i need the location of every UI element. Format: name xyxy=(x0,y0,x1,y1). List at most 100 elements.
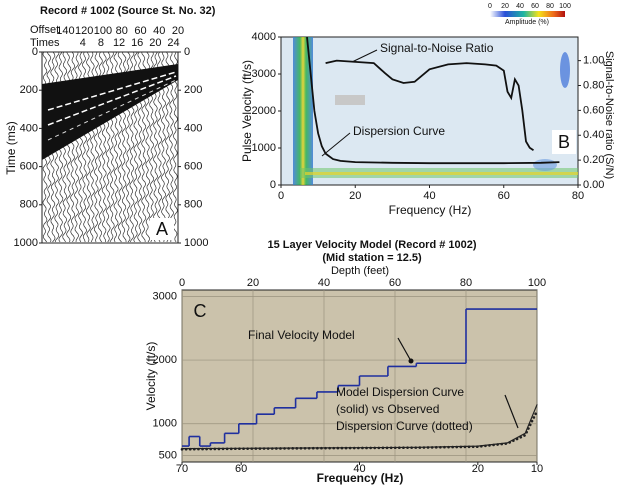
leader-line xyxy=(351,49,378,63)
y2-tick-label: 0.20 xyxy=(583,154,604,166)
x-tick-label: 80 xyxy=(116,25,128,37)
energy-streak xyxy=(293,37,313,185)
y-tick-label-right: 600 xyxy=(184,161,202,173)
x2-tick-label: 60 xyxy=(235,463,247,475)
x-axis-label: Depth (feet) xyxy=(331,265,389,277)
x-tick-label: 80 xyxy=(460,277,472,289)
x-tick-label: 20 xyxy=(172,25,184,37)
panel-label-box xyxy=(552,130,576,154)
x-tick-label: 100 xyxy=(94,25,112,37)
x2-tick-label: 10 xyxy=(531,463,543,475)
x2-axis-label: Frequency (Hz) xyxy=(317,471,404,485)
series-line xyxy=(306,36,560,165)
series-label: Signal-to-Noise Ratio xyxy=(380,41,494,55)
leader-line xyxy=(504,394,519,429)
colorbar-tick-label: 60 xyxy=(531,3,539,10)
chart-title: Record # 1002 (Source St. No. 32) xyxy=(40,5,216,17)
panel-a: Record # 1002 (Source St. No. 32)OffsetT… xyxy=(4,5,216,249)
curve-label: Dispersion Curve (dotted) xyxy=(336,419,473,433)
y-axis-label: Time (ms) xyxy=(4,121,18,175)
panel-label: A xyxy=(156,219,168,239)
x-tick-label: 60 xyxy=(498,190,510,202)
x-tick-label: 60 xyxy=(389,277,401,289)
leader-line xyxy=(321,132,351,157)
x2-tick-label: 16 xyxy=(131,37,143,49)
y2-tick-label: 0.40 xyxy=(583,129,604,141)
leader-dot xyxy=(408,358,414,364)
colorbar-tick-label: 0 xyxy=(488,3,492,10)
panel-b: 0 20 40 60 80010002000300040000.000.200.400.… xyxy=(240,3,615,217)
x-tick-label: 100 xyxy=(528,277,546,289)
y2-tick-label: 0.00 xyxy=(583,179,604,191)
panel-label: B xyxy=(558,132,570,152)
x-tick-label: 80 xyxy=(572,190,584,202)
y-tick-label: 0 xyxy=(270,179,276,191)
energy-spot xyxy=(533,159,557,171)
series-line xyxy=(325,59,534,151)
x-tick-label: 40 xyxy=(423,190,435,202)
y-axis-label: Velocity (ft/s) xyxy=(144,342,158,411)
y-tick-label: 0 xyxy=(32,46,38,58)
x-tick-label: 0 xyxy=(179,277,185,289)
y-tick-label: 1000 xyxy=(252,142,276,154)
chart-subtitle: (Mid station = 12.5) xyxy=(322,252,422,264)
y-tick-label: 2000 xyxy=(153,354,177,366)
x-tick-label: 60 xyxy=(134,25,146,37)
colorbar-tick-label: 20 xyxy=(501,3,509,10)
series-label: Dispersion Curve xyxy=(353,124,445,138)
x2-tick-label: 4 xyxy=(80,37,86,49)
y-axis-label: Pulse Velocity (ft/s) xyxy=(240,60,254,162)
y-tick-label: 800 xyxy=(20,199,38,211)
y-tick-label-right: 0 xyxy=(184,46,190,58)
x-axis-label: Offset xyxy=(30,24,59,36)
x2-tick-label: 20 xyxy=(472,463,484,475)
dispersion-curve xyxy=(180,409,539,451)
y-tick-label-right: 800 xyxy=(184,199,202,211)
colorbar-tick-label: 40 xyxy=(516,3,524,10)
energy-spot xyxy=(560,52,570,88)
x2-axis-label: Times xyxy=(30,37,60,49)
curve-label: Model Dispersion Curve xyxy=(336,385,464,399)
arrival-line xyxy=(47,71,177,111)
series-label: Final Velocity Model xyxy=(248,328,355,342)
x2-tick-label: 12 xyxy=(113,37,125,49)
x-tick-label: 40 xyxy=(318,277,330,289)
colorbar-label: Amplitude (%) xyxy=(505,19,549,26)
leader-line xyxy=(397,337,412,362)
colorbar-tick-label: 80 xyxy=(546,3,554,10)
x-tick-label: 0 xyxy=(278,190,284,202)
curve-label: (solid) vs Observed xyxy=(336,402,439,416)
trace xyxy=(172,51,178,243)
y-tick-label: 3000 xyxy=(153,290,177,302)
y-tick-label-right: 200 xyxy=(184,84,202,96)
y2-tick-label: 0.60 xyxy=(583,104,604,116)
x2-tick-label: 40 xyxy=(353,463,365,475)
colorbar-tick-label: 100 xyxy=(559,3,571,10)
y-tick-label: 500 xyxy=(159,450,177,462)
y-tick-label-right: 400 xyxy=(184,122,202,134)
y-tick-label: 3000 xyxy=(252,68,276,80)
y2-axis-label: Signal-to-Noise ratio (S/N) xyxy=(603,51,615,179)
x2-tick-label: 70 xyxy=(176,463,188,475)
y-tick-label: 200 xyxy=(20,84,38,96)
chart-title: 15 Layer Velocity Model (Record # 1002) xyxy=(267,239,476,251)
y-tick-label: 1000 xyxy=(14,237,38,249)
y-tick-label: 4000 xyxy=(252,31,276,43)
y2-tick-label: 0.80 xyxy=(583,79,604,91)
panel-label-box xyxy=(150,218,174,240)
x2-tick-label: 8 xyxy=(98,37,104,49)
y2-tick-label: 1.00 xyxy=(583,55,604,67)
y-tick-label: 1000 xyxy=(153,418,177,430)
panel-label: C xyxy=(194,301,207,321)
y-tick-label: 400 xyxy=(20,122,38,134)
colorbar xyxy=(490,11,565,17)
x-tick-label: 20 xyxy=(349,190,361,202)
arrival-line xyxy=(47,75,177,126)
x-tick-label: 20 xyxy=(247,277,259,289)
x-tick-label: 120 xyxy=(75,25,93,37)
shade xyxy=(335,95,365,105)
x-axis-label: Frequency (Hz) xyxy=(389,203,472,217)
y-tick-label-right: 1000 xyxy=(184,237,208,249)
